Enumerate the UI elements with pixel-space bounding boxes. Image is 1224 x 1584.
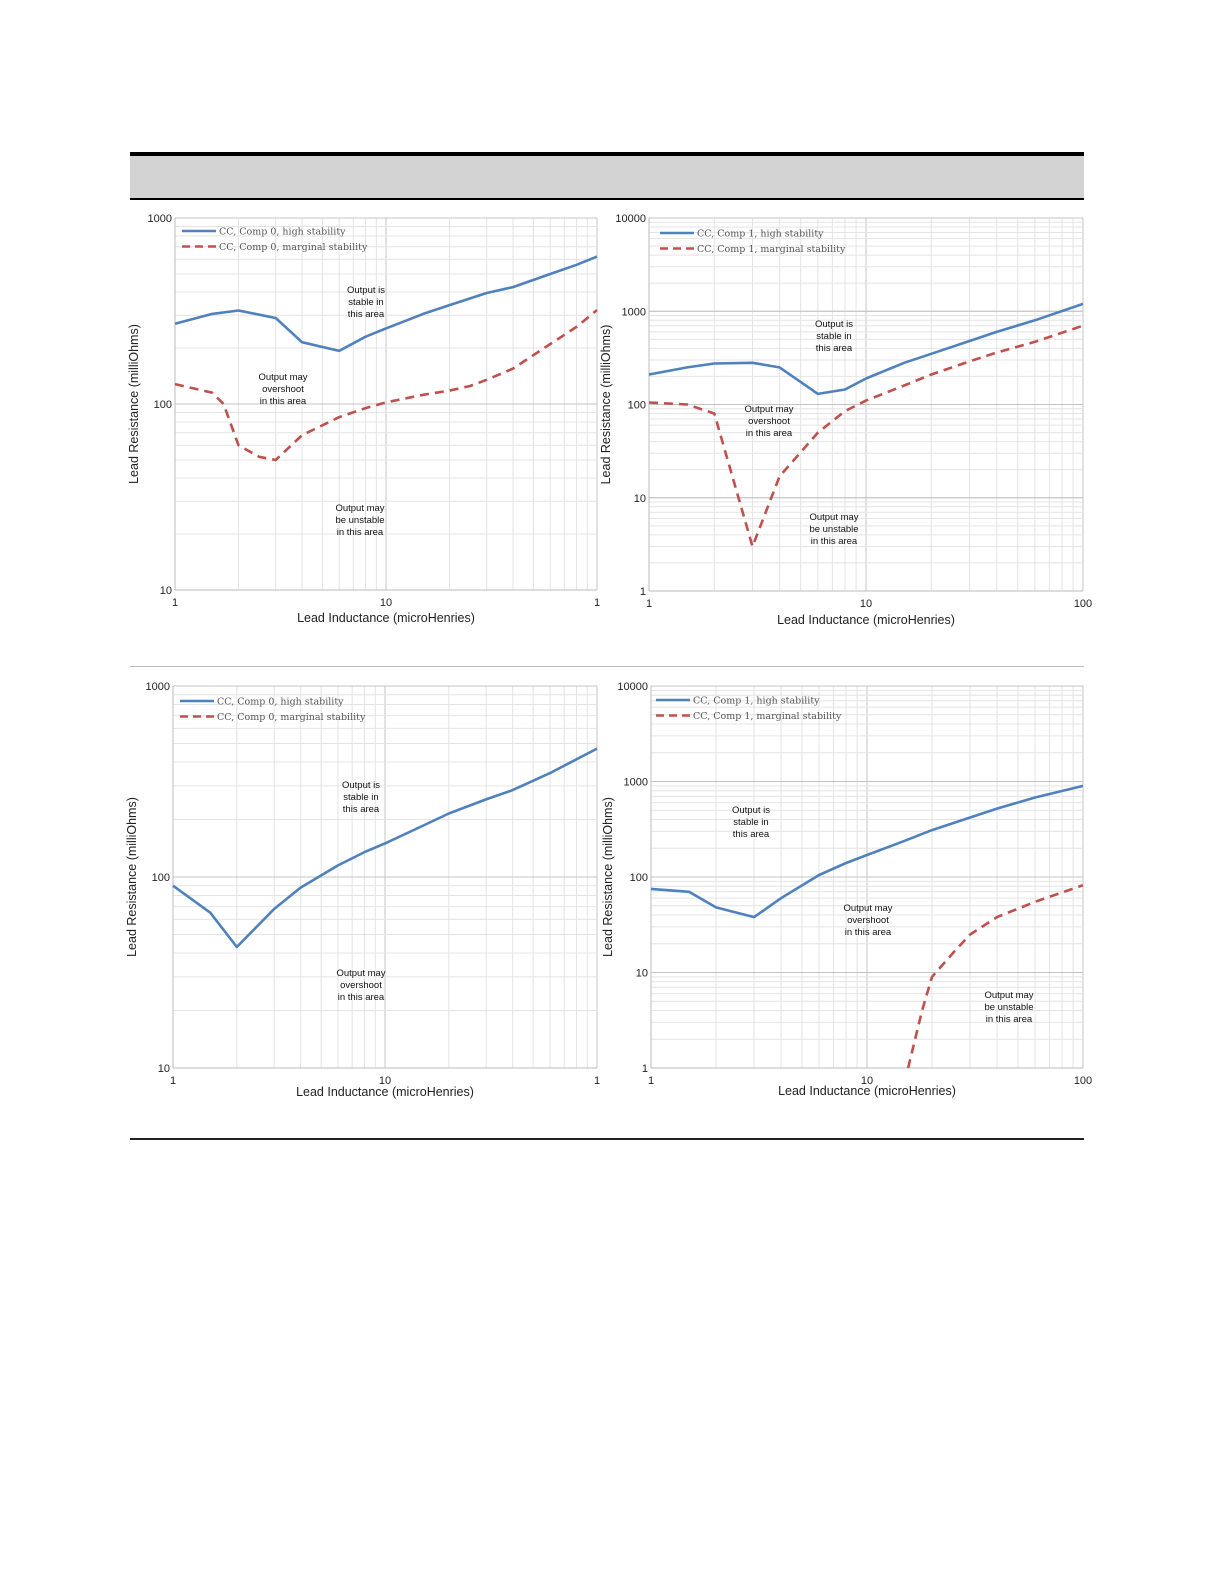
x-tick-label: 10	[379, 1075, 391, 1087]
y-tick-label: 10000	[617, 681, 648, 693]
legend-entry: CC, Comp 1, high stability	[693, 696, 820, 707]
region-annotation: Output may be unstable in this area	[984, 990, 1033, 1025]
y-tick-label: 1000	[622, 306, 646, 318]
x-axis-label: Lead Inductance (microHenries)	[778, 1084, 956, 1098]
region-annotation: Output may overshoot in this area	[258, 372, 307, 407]
chart-4: 1 10 100 1000 10000 1 10 100 Lead Inductance (mi…	[601, 681, 1092, 1098]
y-tick-label: 10	[158, 1063, 170, 1075]
y-tick-label: 100	[152, 872, 170, 884]
y-tick-label: 100	[628, 400, 646, 412]
legend-entry: CC, Comp 0, marginal stability	[219, 242, 368, 253]
grid	[172, 685, 598, 1069]
series-line-high	[650, 784, 1084, 919]
y-axis-label: Lead Resistance (milliOhms)	[601, 797, 615, 957]
region-annotation: Output is stable in this area	[347, 285, 385, 320]
x-tick-label: 1	[646, 598, 652, 610]
header-top-rule	[130, 152, 1084, 156]
footer-rule	[130, 1138, 1084, 1140]
y-tick-label: 1	[642, 1063, 648, 1075]
header-band	[130, 156, 1084, 198]
x-axis-label: Lead Inductance (microHenries)	[297, 611, 475, 625]
y-tick-label: 1000	[146, 681, 170, 693]
y-tick-label: 1	[640, 586, 646, 598]
header-bottom-rule	[130, 198, 1084, 200]
region-annotation: Output may overshoot in this area	[744, 404, 793, 439]
chart-2: 1 10 100 1000 10000 1 10 100 Lead Inductance (mi…	[599, 213, 1092, 627]
y-tick-label: 10	[160, 585, 172, 597]
legend-entry: CC, Comp 1, marginal stability	[697, 244, 846, 255]
x-tick-label: 1	[648, 1075, 654, 1087]
x-axis-label: Lead Inductance (microHenries)	[296, 1085, 474, 1099]
y-axis-label: Lead Resistance (milliOhms)	[125, 797, 139, 957]
y-tick-label: 1000	[624, 777, 648, 789]
legend-entry: CC, Comp 1, marginal stability	[693, 711, 842, 722]
y-axis-label: Lead Resistance (milliOhms)	[127, 324, 141, 484]
y-tick-label: 10000	[615, 213, 646, 225]
series-line-marginal	[174, 308, 598, 462]
legend-entry: CC, Comp 1, high stability	[697, 229, 824, 240]
series-line-marginal	[906, 883, 1084, 1069]
region-annotation: Output may be unstable in this area	[335, 503, 384, 538]
y-axis-label: Lead Resistance (milliOhms)	[599, 325, 613, 485]
legend-entry: CC, Comp 0, high stability	[217, 697, 344, 708]
y-tick-label: 100	[630, 872, 648, 884]
grid	[648, 217, 1084, 592]
x-tick-label: 10	[860, 598, 872, 610]
series-line-high	[648, 302, 1084, 396]
region-annotation: Output is stable in this area	[342, 780, 380, 815]
x-tick-label: 100	[1074, 598, 1092, 610]
grid	[650, 685, 1084, 1069]
x-tick-label: 1	[594, 1075, 600, 1087]
legend-entry: CC, Comp 0, marginal stability	[217, 712, 366, 723]
y-tick-label: 10	[634, 493, 646, 505]
y-tick-label: 100	[154, 399, 172, 411]
region-annotation: Output may overshoot in this area	[336, 968, 385, 1003]
series-line-marginal	[648, 324, 1084, 548]
region-annotation: Output may be unstable in this area	[809, 512, 858, 547]
x-axis-label: Lead Inductance (microHenries)	[777, 613, 955, 627]
region-annotation: Output is stable in this area	[815, 319, 853, 354]
x-tick-label: 1	[172, 597, 178, 609]
region-annotation: Output is stable in this area	[732, 805, 770, 840]
region-annotation: Output may overshoot in this area	[843, 903, 892, 938]
series-line-high	[174, 255, 598, 353]
x-tick-label: 1	[594, 597, 600, 609]
x-tick-label: 10	[861, 1075, 873, 1087]
x-tick-label: 1	[170, 1075, 176, 1087]
legend-entry: CC, Comp 0, high stability	[219, 227, 346, 238]
series-line-high	[172, 747, 598, 949]
y-tick-label: 10	[636, 968, 648, 980]
grid	[174, 217, 598, 591]
x-tick-label: 100	[1074, 1075, 1092, 1087]
row-divider	[130, 666, 1084, 667]
x-tick-label: 10	[380, 597, 392, 609]
y-tick-label: 1000	[148, 213, 172, 225]
